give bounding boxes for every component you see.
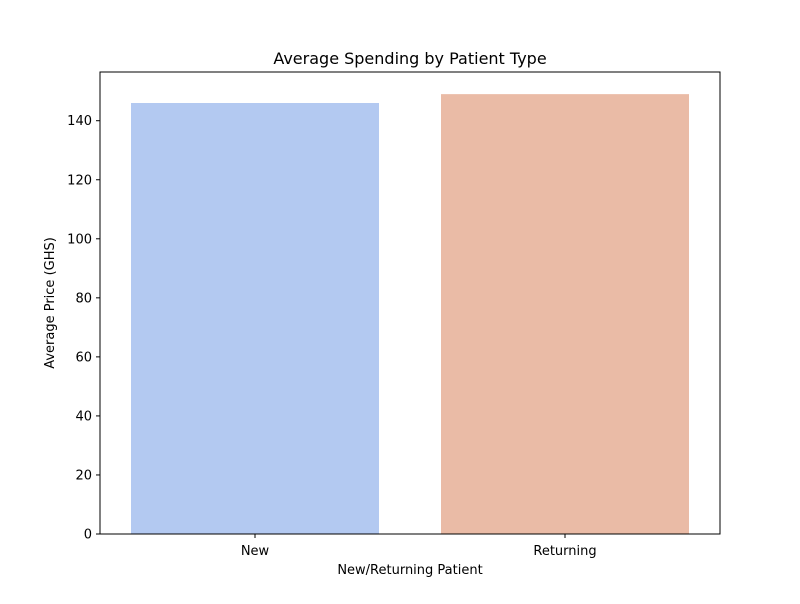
plot-area-frame [99,71,721,535]
y-tick-label: 20 [75,468,92,483]
y-tick-label: 60 [75,350,92,365]
y-tick-label: 140 [67,114,92,129]
x-tick-label: New [241,544,270,559]
y-axis-label: Average Price (GHS) [43,237,58,369]
y-tick-label: 80 [75,291,92,306]
bar-new [131,102,379,535]
x-tick-label: Returning [533,544,596,559]
x-axis: New Returning [241,534,597,559]
y-tick-label: 120 [67,173,92,188]
x-axis-label: New/Returning Patient [337,563,482,578]
chart-title: Average Spending by Patient Type [273,49,546,68]
bars-layer [131,94,689,535]
y-tick-label: 100 [67,232,92,247]
y-axis: 0 20 40 60 80 100 120 140 [67,114,100,543]
y-tick-label: 0 [84,528,92,543]
bar-returning [441,94,689,535]
y-tick-label: 40 [75,409,92,424]
